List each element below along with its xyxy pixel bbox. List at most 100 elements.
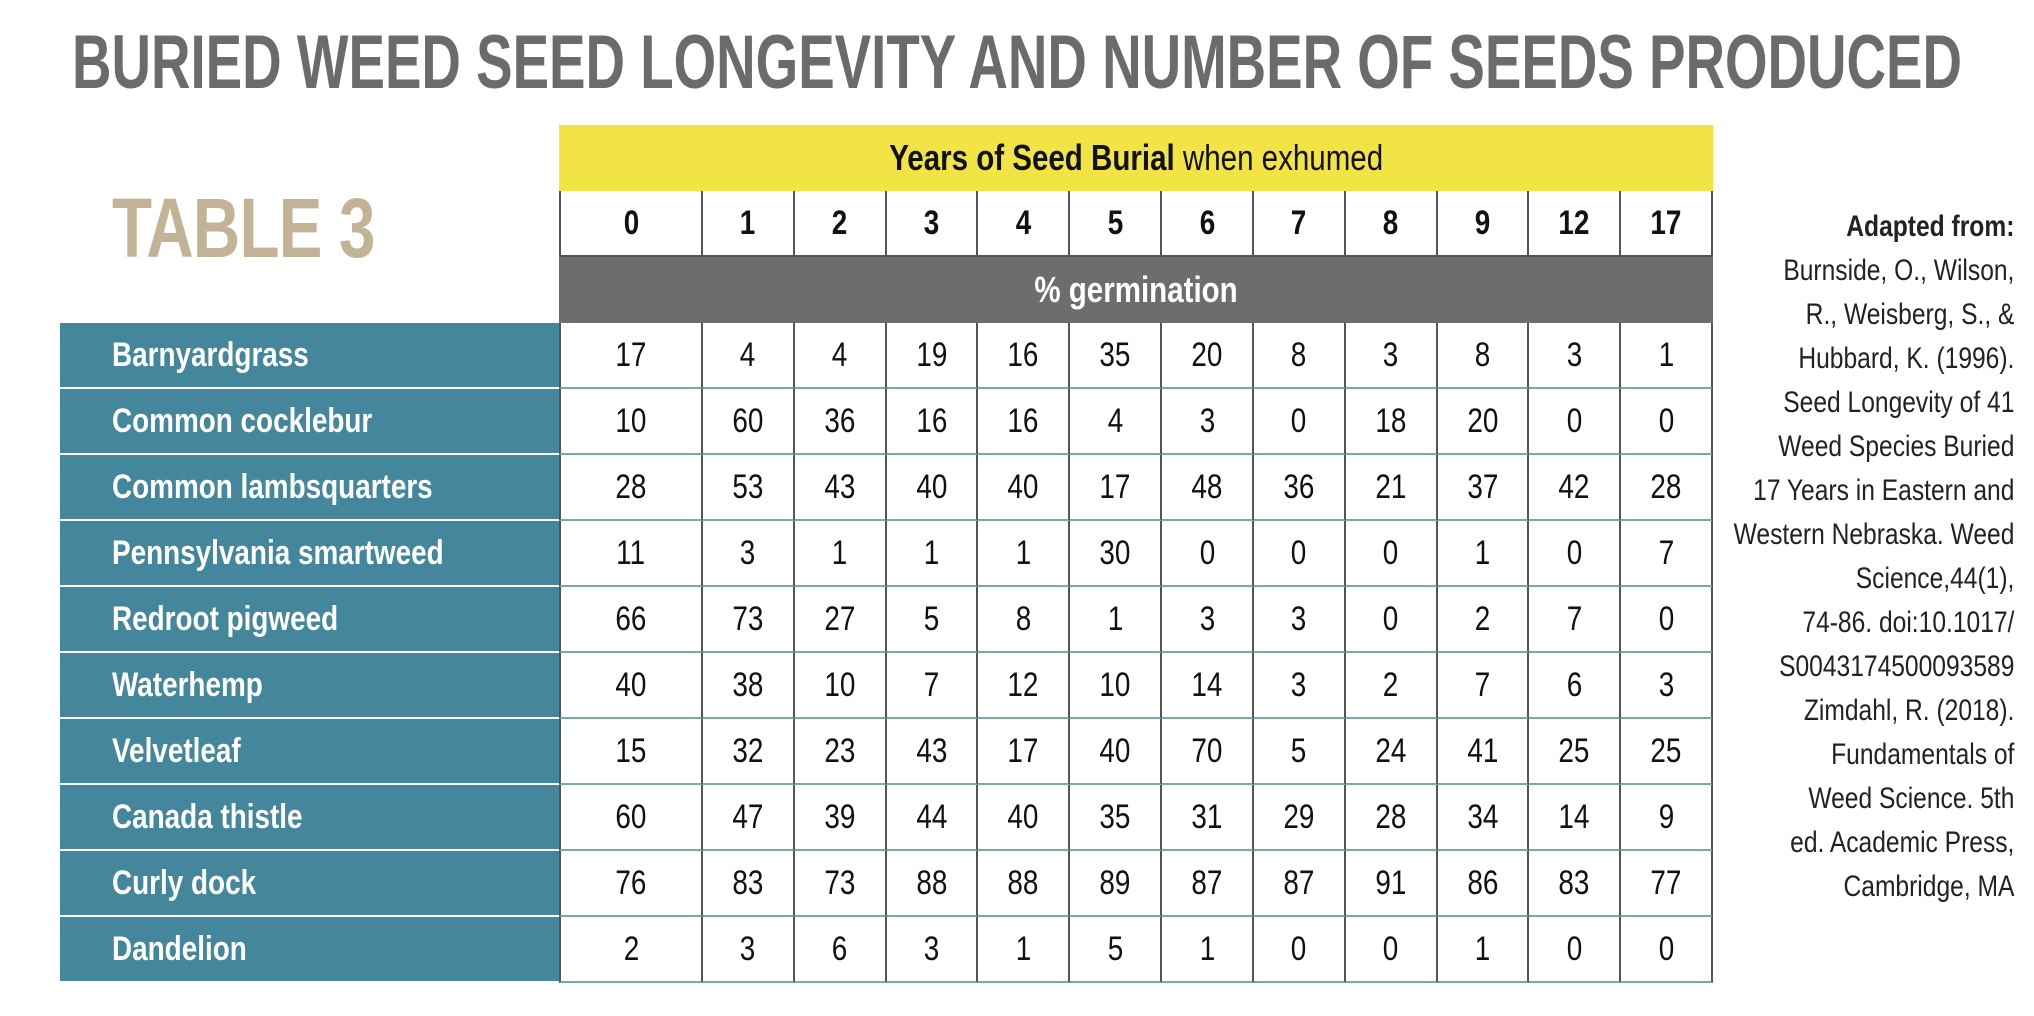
- germination-value: 83: [732, 863, 764, 902]
- species: Redroot pigweed: [112, 599, 339, 638]
- germination-value: 10: [1099, 665, 1131, 704]
- data-cell: 8: [1437, 323, 1530, 389]
- germination-value: 73: [824, 863, 856, 902]
- data-cell: 12: [978, 653, 1071, 719]
- year: 4: [1015, 203, 1032, 242]
- data-cell: 1: [1162, 917, 1254, 983]
- header-text: Years of Seed Burial when exhumed: [889, 137, 1383, 179]
- data-cell: 1: [1437, 917, 1530, 983]
- data-cell: 40: [559, 653, 703, 719]
- germination-value: 73: [732, 599, 764, 638]
- species: Velvetleaf: [112, 731, 241, 770]
- row-name: Waterhemp: [60, 653, 559, 719]
- data-cell: 7: [1437, 653, 1530, 719]
- data-cell: 23: [794, 719, 887, 785]
- data-cell: 16: [886, 389, 979, 455]
- title: BURIED WEED SEED LONGEVITY AND NUMBER OF…: [72, 20, 1962, 105]
- data-cell: 4: [703, 323, 795, 389]
- year-cell: 9: [1437, 191, 1530, 257]
- data-cell: 1: [1437, 521, 1530, 587]
- data-cell: 3: [1162, 389, 1254, 455]
- data-cell: 1: [1621, 323, 1713, 389]
- data-cell: 53: [703, 455, 795, 521]
- germination-value: 1: [1474, 929, 1491, 968]
- germination-value: 47: [732, 797, 764, 836]
- germination-value: 28: [1375, 797, 1407, 836]
- data-cell: 41: [1437, 719, 1530, 785]
- source-line: Zimdahl, R. (2018).: [1803, 694, 2014, 727]
- source-line: ed. Academic Press,: [1789, 826, 2014, 859]
- data-cell: 6: [794, 917, 887, 983]
- data-cell: 20: [1437, 389, 1530, 455]
- data-cell: 28: [559, 455, 703, 521]
- germination-value: 35: [1099, 335, 1131, 374]
- data-cell: 4: [1070, 389, 1163, 455]
- data-cell: 0: [1529, 917, 1622, 983]
- source-line: Western Nebraska. Weed: [1733, 518, 2014, 551]
- data-cell: 36: [794, 389, 887, 455]
- row-name: Curly dock: [60, 851, 559, 917]
- data-cell: 0: [1529, 521, 1622, 587]
- germination-value: 30: [1099, 533, 1131, 572]
- year: 6: [1199, 203, 1215, 242]
- germination-value: 70: [1191, 731, 1223, 770]
- germination-value: 0: [1199, 533, 1215, 572]
- data-cell: 0: [1253, 521, 1346, 587]
- germination-value: 37: [1466, 467, 1498, 506]
- data-cell: 48: [1162, 455, 1254, 521]
- data-cell: 3: [1529, 323, 1622, 389]
- header-rest: when exhumed: [1182, 137, 1383, 178]
- germination-value: 29: [1283, 797, 1315, 836]
- germination-value: 7: [1658, 533, 1674, 572]
- data-cell: 30: [1070, 521, 1163, 587]
- germination-value: 4: [1107, 401, 1123, 440]
- germination-value: 16: [1007, 335, 1039, 374]
- source-line: Weed Science. 5th: [1807, 782, 2014, 815]
- data-cell: 70: [1162, 719, 1254, 785]
- source-line: R., Weisberg, S., &: [1805, 298, 2014, 331]
- subheader-band: % germination: [559, 257, 1713, 323]
- header-bold: Years of Seed Burial: [889, 137, 1175, 178]
- germination-value: 24: [1375, 731, 1407, 770]
- row-name: Barnyardgrass: [60, 323, 559, 389]
- germination-value: 4: [831, 335, 848, 374]
- data-cell: 43: [886, 719, 979, 785]
- germination-value: 7: [1566, 599, 1583, 638]
- data-cell: 29: [1253, 785, 1346, 851]
- germination-value: 0: [1566, 929, 1583, 968]
- germination-value: 0: [1658, 599, 1674, 638]
- germination-value: 0: [1382, 599, 1399, 638]
- row-name: Redroot pigweed: [60, 587, 559, 653]
- germination-value: 43: [916, 731, 948, 770]
- germination-value: 25: [1558, 731, 1590, 770]
- data-cell: 17: [978, 719, 1071, 785]
- year-cell: 8: [1345, 191, 1438, 257]
- data-cell: 8: [1253, 323, 1346, 389]
- data-cell: 47: [703, 785, 795, 851]
- germination-value: 1: [1474, 533, 1491, 572]
- source-line: Cambridge, MA: [1843, 870, 2014, 903]
- germination-value: 1: [1199, 929, 1215, 968]
- germination-value: 34: [1466, 797, 1498, 836]
- data-cell: 73: [703, 587, 795, 653]
- germination-value: 32: [732, 731, 764, 770]
- data-cell: 7: [886, 653, 979, 719]
- data-cell: 83: [703, 851, 795, 917]
- year-cell: 5: [1070, 191, 1163, 257]
- germination-value: 3: [1199, 401, 1215, 440]
- germination-value: 6: [831, 929, 848, 968]
- data-cell: 4: [794, 323, 887, 389]
- data-cell: 7: [1529, 587, 1622, 653]
- year: 7: [1291, 203, 1307, 242]
- species: Curly dock: [112, 863, 257, 902]
- species: Common lambsquarters: [112, 467, 433, 506]
- species: Barnyardgrass: [112, 335, 309, 374]
- germination-value: 43: [824, 467, 856, 506]
- germination-value: 9: [1658, 797, 1674, 836]
- germination-value: 36: [824, 401, 856, 440]
- germination-value: 3: [1199, 599, 1215, 638]
- germination-value: 3: [1566, 335, 1583, 374]
- germination-value: 0: [1566, 401, 1583, 440]
- germination-value: 0: [1291, 533, 1307, 572]
- source-line: 74-86. doi:10.1017/: [1801, 606, 2014, 639]
